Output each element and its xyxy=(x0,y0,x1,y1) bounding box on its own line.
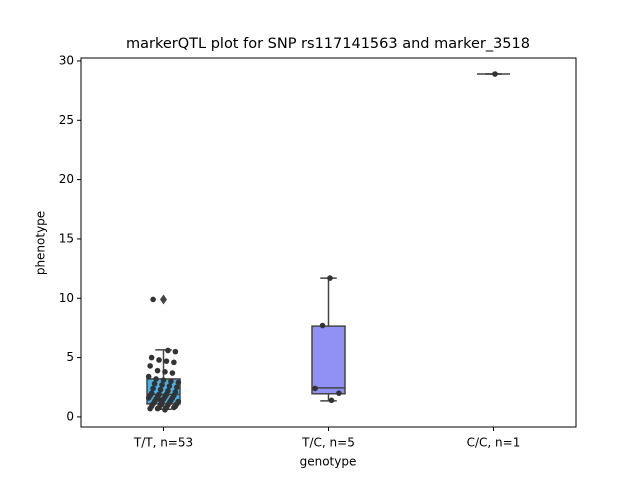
y-tick-label: 20 xyxy=(59,172,74,186)
data-point xyxy=(159,382,165,388)
data-point xyxy=(153,376,159,382)
y-tick-label: 15 xyxy=(59,231,74,245)
outlier xyxy=(160,294,167,305)
data-point xyxy=(157,386,164,393)
plot-frame xyxy=(80,57,577,428)
x-tick-label: T/T, n=53 xyxy=(133,436,193,450)
data-point xyxy=(168,378,174,385)
data-point xyxy=(327,275,333,281)
data-point xyxy=(169,370,176,376)
data-point xyxy=(154,367,161,374)
data-point xyxy=(147,363,153,369)
y-tick-label: 5 xyxy=(66,350,74,364)
x-axis-label: genotype xyxy=(300,455,357,469)
data-point xyxy=(165,347,171,354)
data-point xyxy=(166,383,173,389)
x-tick-label: T/C, n=5 xyxy=(301,436,355,450)
x-tick-label: C/C, n=1 xyxy=(467,436,521,450)
y-tick-label: 25 xyxy=(59,113,74,127)
data-point xyxy=(157,397,164,404)
data-point xyxy=(175,398,182,405)
data-point xyxy=(319,322,326,329)
data-point xyxy=(148,354,155,361)
data-point xyxy=(175,379,182,386)
data-point xyxy=(336,390,342,396)
y-tick-label: 10 xyxy=(59,291,74,305)
data-point xyxy=(145,373,152,380)
data-point xyxy=(163,358,170,364)
data-point xyxy=(156,391,162,398)
y-tick-label: 30 xyxy=(59,53,74,67)
data-point xyxy=(328,397,335,404)
data-point xyxy=(160,377,167,383)
data-point xyxy=(151,380,158,387)
box xyxy=(311,325,346,395)
data-point xyxy=(492,71,498,77)
data-point xyxy=(172,389,179,395)
data-point xyxy=(165,388,171,394)
data-point xyxy=(150,296,156,303)
data-point xyxy=(148,390,155,396)
data-point xyxy=(171,359,177,366)
data-point xyxy=(174,384,180,391)
chart-title: markerQTL plot for SNP rs117141563 and m… xyxy=(126,36,530,52)
y-tick-label: 0 xyxy=(66,409,74,423)
y-axis-label: phenotype xyxy=(34,211,48,275)
data-point xyxy=(150,385,156,392)
data-point xyxy=(172,348,179,355)
data-point xyxy=(162,369,168,375)
data-point xyxy=(312,385,318,392)
data-point xyxy=(156,357,162,363)
